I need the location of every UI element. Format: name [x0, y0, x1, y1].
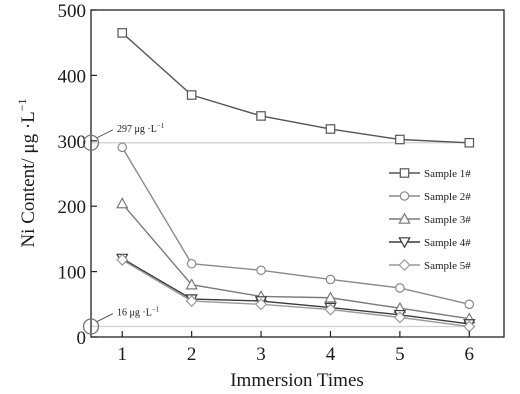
legend-label-1: Sample 1# [424, 168, 471, 180]
series-1-point-6 [464, 137, 475, 148]
series-2-point-2 [186, 258, 197, 269]
series-4-line [121, 257, 470, 325]
reference-lines [91, 142, 470, 328]
series-1-line [121, 32, 470, 144]
series-1 [117, 28, 475, 148]
y-tick-label-1: 100 [58, 263, 87, 284]
plot-frame [90, 9, 505, 338]
x-tick-label-0: 1 [117, 344, 127, 365]
x-tick-label-4: 5 [395, 344, 405, 365]
axes: 1 2 3 4 5 6 0 100 200 300 400 500 [58, 1, 475, 365]
legend-item-2: Sample 2# [389, 191, 471, 203]
series-2-point-5 [395, 283, 405, 293]
legend-marker-4 [398, 237, 411, 249]
series-5-point-2 [185, 294, 198, 308]
legend-label-5: Sample 5# [424, 260, 471, 272]
y-tick-label-0: 0 [77, 328, 87, 349]
series-5-point-5 [393, 311, 406, 324]
reference-label-0: 297 μg ·L−1 [117, 122, 165, 135]
legend-marker-5 [398, 258, 411, 272]
series-3-point-1 [116, 197, 129, 209]
reference-circle-0 [82, 134, 100, 151]
series-layer [116, 28, 476, 333]
reference-arrow-0 [96, 129, 114, 139]
legend-item-1: Sample 1# [389, 168, 471, 180]
y-tick-label-5: 500 [58, 1, 87, 22]
series-2-point-4 [325, 274, 336, 285]
x-tick-label-5: 6 [465, 344, 475, 365]
y-axis-label-text: Ni Content/ μg ·L [18, 111, 39, 247]
series-5 [116, 253, 476, 333]
legend-marker-1 [399, 168, 410, 178]
legend-marker-3 [398, 212, 411, 224]
legend-marker-2 [399, 191, 410, 201]
reference-circle-1 [82, 318, 100, 335]
y-tick-label-2: 200 [58, 197, 87, 218]
legend-label-4: Sample 4# [424, 237, 471, 249]
series-5-point-1 [116, 253, 129, 266]
legend-item-3: Sample 3# [389, 212, 471, 226]
series-1-point-5 [395, 134, 405, 145]
reference-arrow-1 [96, 313, 114, 322]
series-2-point-1 [117, 142, 128, 153]
reference-labels: 297 μg ·L−1 16 μg ·L−1 [82, 122, 165, 335]
legend: Sample 1# Sample 2# Sample 3# Sample 4# Samp… [389, 168, 471, 272]
series-3-point-4 [324, 291, 337, 303]
series-2-line [121, 146, 470, 305]
x-tick-label-2: 3 [256, 344, 266, 365]
y-tick-label-3: 300 [58, 132, 87, 153]
series-5-point-4 [324, 303, 337, 316]
reference-label-1: 16 μg ·L−1 [117, 306, 160, 319]
x-tick-label-3: 4 [326, 344, 336, 365]
series-2 [117, 142, 475, 310]
x-axis-label: Immersion Times [230, 370, 364, 391]
series-1-point-3 [256, 111, 266, 121]
series-1-point-2 [186, 90, 197, 100]
y-axis-label-superscript: −1 [15, 98, 29, 111]
y-axis-label: Ni Content/ μg ·L−1 [15, 98, 39, 247]
series-1-point-1 [117, 28, 128, 38]
series-2-point-3 [256, 265, 266, 276]
x-tick-label-1: 2 [187, 344, 197, 365]
y-tick-label-4: 400 [58, 66, 87, 87]
legend-label-3: Sample 3# [424, 214, 471, 226]
legend-label-2: Sample 2# [424, 191, 471, 203]
series-2-point-6 [464, 299, 475, 310]
series-3-point-2 [185, 278, 198, 290]
series-5-point-3 [255, 298, 268, 311]
series-4 [116, 253, 476, 331]
legend-item-5: Sample 5# [389, 258, 471, 272]
series-3-line [121, 203, 470, 320]
series-5-line [121, 259, 470, 328]
legend-item-4: Sample 4# [389, 237, 471, 249]
series-1-point-4 [325, 124, 336, 134]
